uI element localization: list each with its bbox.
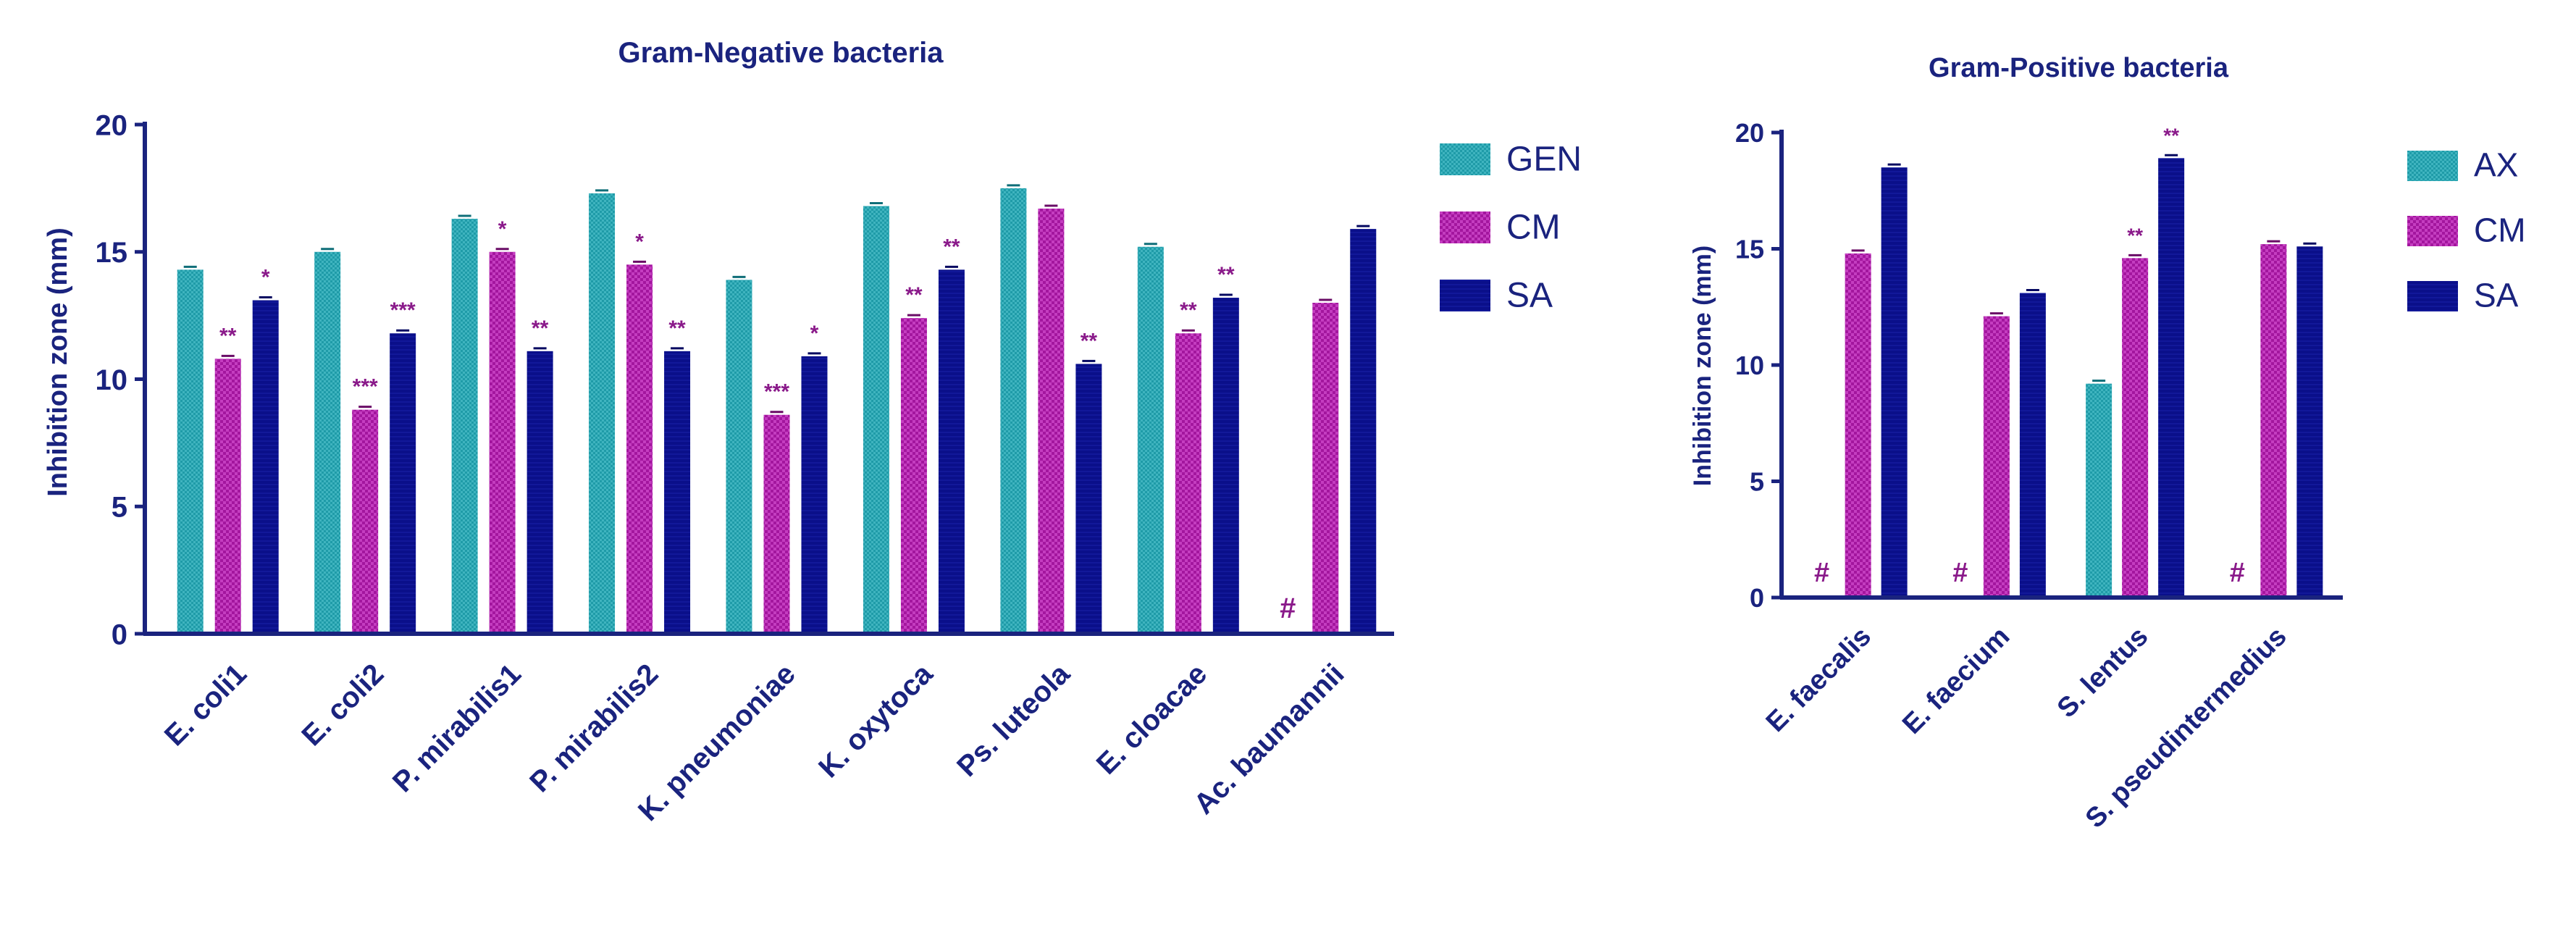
- no-activity-marker: #: [1952, 558, 1968, 588]
- bar-sa: [2296, 246, 2323, 598]
- y-tick-label: 10: [96, 364, 128, 396]
- y-tick-label: 5: [1750, 466, 1764, 496]
- y-axis-label: Inhibition zone (mm): [43, 227, 73, 497]
- no-activity-marker: #: [1280, 592, 1296, 624]
- y-tick-label: 15: [96, 237, 128, 269]
- category-label: P. mirabilis1: [387, 658, 527, 798]
- category-label: E. coli2: [295, 658, 390, 752]
- significance-label: *: [635, 230, 644, 254]
- y-axis-label: Inhibition zone (mm): [1689, 246, 1716, 486]
- legend-swatch-sa: [1440, 280, 1490, 311]
- bar-cm: [900, 318, 927, 634]
- bar-gen: [589, 193, 616, 634]
- category-label: S. lentus: [2052, 621, 2155, 724]
- bar-cm: [763, 414, 790, 634]
- bar-sa: [1881, 167, 1908, 598]
- gram-positive-chart: Gram-Positive bacteria Inhibition zone (…: [1689, 53, 2526, 834]
- significance-label: **: [1081, 329, 1098, 353]
- legend-label: SA: [1506, 276, 1553, 314]
- bar-sa: [2019, 293, 2046, 598]
- bar-gen: [451, 219, 478, 634]
- y-tick-label: 0: [1750, 583, 1764, 613]
- significance-label: **: [532, 317, 549, 340]
- bar-gen: [726, 280, 752, 634]
- significance-label: *: [498, 217, 507, 241]
- significance-label: **: [2163, 124, 2179, 146]
- legend-label: GEN: [1506, 140, 1582, 178]
- bar-cm: [1312, 303, 1339, 634]
- category-label: P. mirabilis2: [524, 658, 664, 798]
- bar-sa: [801, 356, 828, 634]
- legend-label: SA: [2474, 277, 2519, 314]
- category-label: Ps. luteola: [951, 658, 1076, 783]
- significance-label: **: [1217, 263, 1235, 287]
- bar-sa: [2158, 158, 2185, 598]
- bar-cm: [1845, 253, 1871, 598]
- bar-cm: [1983, 316, 2010, 598]
- y-tick-label: 5: [112, 492, 127, 524]
- bar-cm: [1175, 333, 1201, 634]
- legend-label: CM: [2474, 211, 2526, 249]
- legend-label: CM: [1506, 208, 1561, 246]
- bar-sa: [1350, 229, 1377, 634]
- gram-negative-chart: Gram-Negative bacteria Inhibition zone (…: [43, 37, 1582, 827]
- significance-label: **: [943, 235, 960, 259]
- bar-sa: [1212, 298, 1239, 634]
- bar-cm: [1038, 208, 1065, 634]
- bar-cm: [626, 264, 653, 634]
- chart-title: Gram-Positive bacteria: [1929, 53, 2229, 83]
- significance-label: **: [905, 283, 923, 307]
- bar-sa: [390, 333, 416, 634]
- bar-cm: [489, 251, 516, 634]
- legend-swatch-cm: [1440, 211, 1490, 243]
- significance-label: *: [810, 322, 819, 345]
- category-label: K. oxytoca: [813, 658, 939, 784]
- bar-sa: [526, 351, 553, 634]
- bar-sa: [938, 269, 965, 634]
- significance-label: ***: [390, 298, 416, 322]
- bar-cm: [2260, 244, 2287, 598]
- category-label: E. coli1: [159, 658, 253, 752]
- significance-label: **: [219, 324, 237, 348]
- y-tick-label: 20: [1735, 118, 1764, 148]
- bar-cm: [214, 359, 241, 634]
- legend-swatch-sa: [2407, 281, 2458, 311]
- legend-swatch-ax: [2407, 151, 2458, 181]
- y-tick-label: 15: [1735, 234, 1764, 264]
- bar-ax: [2086, 383, 2113, 598]
- category-label: E. cloacae: [1091, 658, 1213, 780]
- y-tick-label: 10: [1735, 351, 1764, 380]
- y-tick-label: 20: [96, 109, 128, 141]
- category-label: Ac. baumannii: [1188, 658, 1350, 820]
- bar-gen: [1137, 246, 1164, 634]
- significance-label: *: [261, 266, 270, 290]
- no-activity-marker: #: [1814, 558, 1829, 588]
- significance-label: **: [1180, 298, 1197, 322]
- category-label: E. faecalis: [1761, 621, 1877, 738]
- legend-swatch-gen: [1440, 143, 1490, 175]
- bar-gen: [314, 251, 341, 634]
- bar-cm: [352, 409, 379, 634]
- bar-sa: [664, 351, 691, 634]
- bar-sa: [252, 300, 279, 634]
- bar-sa: [1075, 364, 1102, 634]
- chart-title: Gram-Negative bacteria: [618, 37, 944, 69]
- legend-label: AX: [2474, 146, 2518, 184]
- category-label: E. faecium: [1897, 621, 2015, 740]
- significance-label: **: [668, 317, 686, 340]
- significance-label: **: [2127, 224, 2143, 246]
- significance-label: ***: [764, 380, 789, 404]
- significance-label: ***: [353, 375, 378, 399]
- bar-gen: [863, 206, 889, 634]
- bar-cm: [2122, 258, 2149, 598]
- bar-gen: [1000, 188, 1027, 634]
- bar-gen: [177, 269, 204, 634]
- no-activity-marker: #: [2230, 558, 2245, 588]
- y-tick-label: 0: [112, 619, 127, 650]
- legend-swatch-cm: [2407, 216, 2458, 246]
